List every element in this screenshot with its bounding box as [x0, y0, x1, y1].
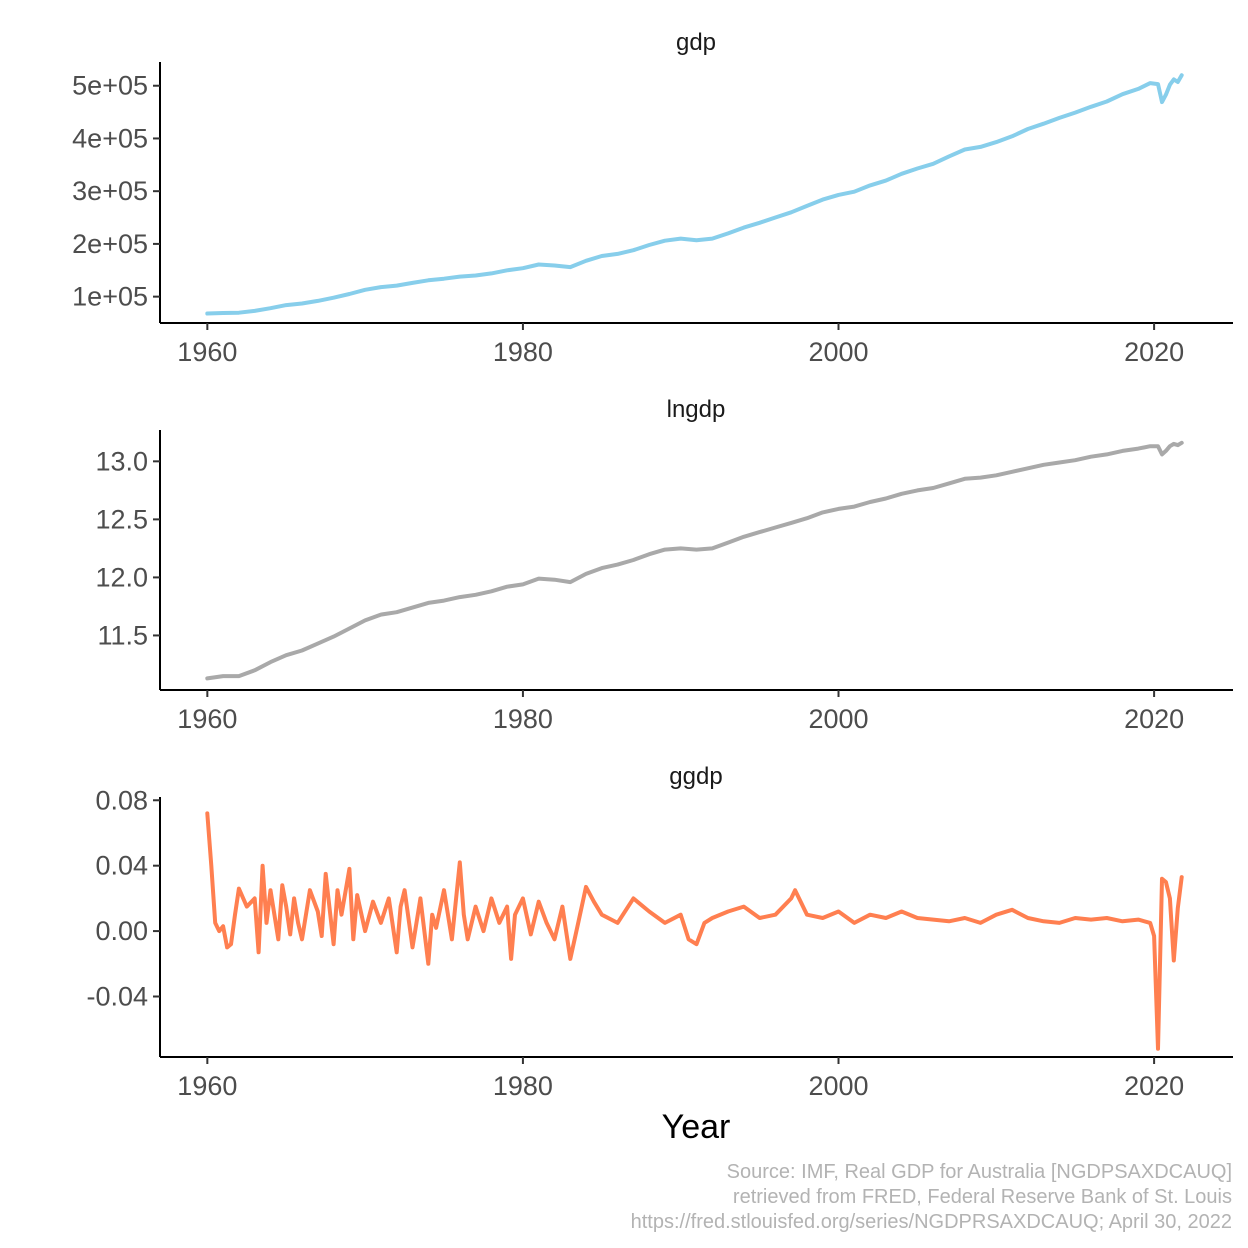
- x-axis-title: Year: [662, 1108, 731, 1146]
- y-tick-label: 0.00: [95, 916, 148, 946]
- y-tick-label: 2e+05: [72, 229, 148, 259]
- caption-line-1: Source: IMF, Real GDP for Australia [NGD…: [727, 1161, 1232, 1183]
- panel-title-gdp: gdp: [676, 29, 716, 56]
- panel-gdp-plot: 1e+05 2e+05 3e+05 4e+05 5e+05 1960 1980 2000 202…: [72, 62, 1233, 367]
- y-tick-label: 3e+05: [72, 176, 148, 206]
- x-tick-label: 2000: [808, 337, 868, 367]
- x-tick-label: 1980: [493, 704, 553, 734]
- x-tick-label: 1980: [493, 337, 553, 367]
- x-tick-label: 2000: [808, 704, 868, 734]
- panel-lngdp-plot: 11.5 12.0 12.5 13.0 1960 1980 2000 2020: [95, 430, 1233, 734]
- y-tick-label: 12.5: [95, 504, 148, 534]
- panel-gdp: gdp 1e+05 2e+05 3e+05 4e+05 5e+05 1960 1980 200…: [72, 29, 1233, 367]
- y-tick-label: 11.5: [97, 620, 148, 650]
- caption-line-2: retrieved from FRED, Federal Reserve Ban…: [733, 1186, 1232, 1208]
- caption-line-3: https://fred.stlouisfed.org/series/NGDPR…: [631, 1211, 1232, 1233]
- panel-title-ggdp: ggdp: [669, 763, 722, 790]
- panel-ggdp-plot: -0.04 0.00 0.04 0.08 1960 1980 2000 2020: [86, 785, 1233, 1101]
- x-tick-label: 2020: [1124, 337, 1184, 367]
- x-tick-label: 1960: [177, 704, 237, 734]
- x-tick-label: 2020: [1124, 704, 1184, 734]
- x-tick-label: 1960: [177, 337, 237, 367]
- x-tick-label: 1980: [493, 1071, 553, 1101]
- source-caption: Source: IMF, Real GDP for Australia [NGD…: [631, 1161, 1232, 1233]
- series-line-gdp: [205, 73, 1184, 316]
- y-tick-label: -0.04: [86, 981, 148, 1011]
- y-tick-label: 0.04: [95, 851, 148, 881]
- series-line-ggdp: [205, 811, 1184, 1051]
- x-tick-label: 2000: [808, 1071, 868, 1101]
- panel-title-lngdp: lngdp: [667, 396, 726, 423]
- x-tick-label: 1960: [177, 1071, 237, 1101]
- panel-ggdp: ggdp -0.04 0.00 0.04 0.08 1960 1980 2000 2020: [86, 763, 1233, 1101]
- panel-lngdp: lngdp 11.5 12.0 12.5 13.0 1960 1980 2000 2020: [95, 396, 1233, 734]
- y-tick-label: 13.0: [95, 446, 148, 476]
- y-tick-label: 4e+05: [72, 123, 148, 153]
- series-line-lngdp: [205, 440, 1184, 681]
- y-tick-label: 5e+05: [72, 71, 148, 101]
- y-tick-label: 12.0: [95, 562, 148, 592]
- y-tick-label: 0.08: [95, 785, 148, 815]
- y-tick-label: 1e+05: [72, 282, 148, 312]
- x-tick-label: 2020: [1124, 1071, 1184, 1101]
